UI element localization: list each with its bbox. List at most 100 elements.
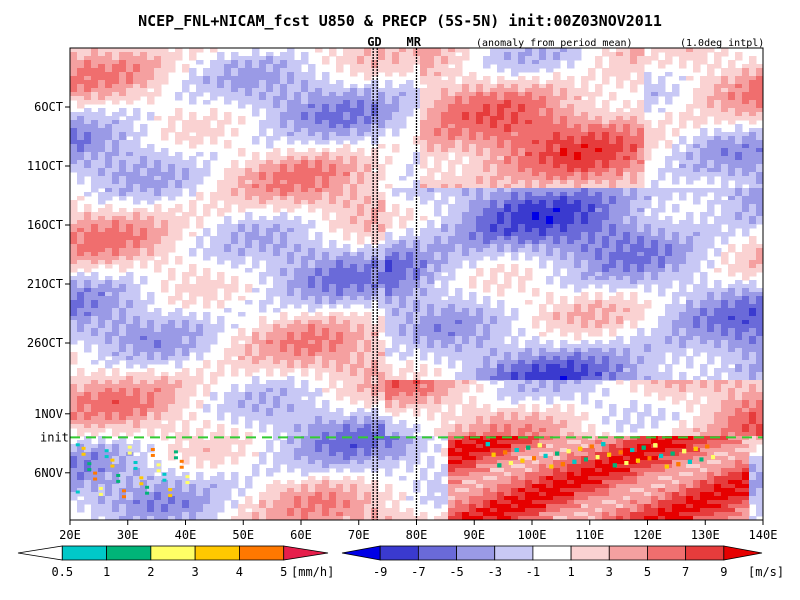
- wind-cell: [609, 244, 617, 249]
- wind-cell: [427, 300, 435, 305]
- wind-cell: [476, 84, 484, 89]
- wind-cell: [581, 236, 589, 241]
- wind-cell: [91, 136, 99, 141]
- wind-cell: [616, 76, 624, 81]
- wind-cell: [210, 96, 218, 101]
- wind-cell: [623, 112, 631, 117]
- wind-cell: [441, 108, 449, 113]
- wind-cell: [385, 160, 393, 165]
- wind-cell: [462, 152, 470, 157]
- wind-cell: [112, 180, 120, 185]
- wind-cell: [273, 264, 281, 269]
- wind-cell: [84, 72, 92, 77]
- wind-cell: [490, 228, 498, 233]
- wind-cell: [427, 136, 435, 141]
- wind-cell: [420, 256, 428, 261]
- wind-cell: [707, 180, 715, 185]
- wind-cell: [238, 200, 246, 205]
- wind-cell: [364, 112, 372, 117]
- wind-cell: [686, 240, 694, 245]
- wind-cell: [602, 104, 610, 109]
- wind-cell: [728, 300, 736, 305]
- wind-cell: [420, 288, 428, 293]
- wind-cell: [455, 136, 463, 141]
- wind-cell: [609, 272, 617, 277]
- wind-cell: [294, 304, 302, 309]
- wind-cell: [630, 88, 638, 93]
- wind-cell: [546, 188, 554, 193]
- wind-cell: [147, 220, 155, 225]
- wind-cell: [672, 128, 680, 133]
- wind-cell: [329, 168, 337, 173]
- wind-cell: [504, 64, 512, 69]
- wind-cell: [119, 260, 127, 265]
- wind-cell: [637, 168, 645, 173]
- wind-cell: [735, 92, 743, 97]
- wind-cell: [343, 96, 351, 101]
- wind-cell: [112, 132, 120, 137]
- wind-cell: [504, 244, 512, 249]
- wind-cell: [147, 300, 155, 305]
- wind-cell: [686, 108, 694, 113]
- wind-cell: [441, 48, 449, 53]
- wind-cell: [686, 56, 694, 61]
- wind-cell: [133, 84, 141, 89]
- wind-cell: [182, 124, 190, 129]
- wind-cell: [665, 260, 673, 265]
- wind-cell: [735, 88, 743, 93]
- wind-cell: [665, 304, 673, 309]
- wind-cell: [133, 256, 141, 261]
- wind-cell: [287, 128, 295, 133]
- wind-cell: [427, 104, 435, 109]
- wind-cell: [147, 76, 155, 81]
- wind-cell: [728, 168, 736, 173]
- wind-cell: [133, 216, 141, 221]
- wind-cell: [105, 296, 113, 301]
- wind-cell: [623, 188, 631, 193]
- wind-cell: [693, 244, 701, 249]
- wind-cell: [630, 180, 638, 185]
- wind-cell: [497, 168, 505, 173]
- wind-cell: [126, 176, 134, 181]
- wind-cell: [371, 240, 379, 245]
- wind-cell: [196, 224, 204, 229]
- wind-cell: [357, 296, 365, 301]
- wind-cell: [455, 292, 463, 297]
- wind-cell: [105, 80, 113, 85]
- wind-cell: [560, 52, 568, 57]
- wind-cell: [266, 152, 274, 157]
- wind-cell: [749, 104, 757, 109]
- wind-cell: [77, 84, 85, 89]
- wind-cell: [259, 236, 267, 241]
- wind-cell: [504, 200, 512, 205]
- wind-cell: [343, 196, 351, 201]
- wind-cell: [420, 60, 428, 65]
- wind-cell: [455, 236, 463, 241]
- wind-cell: [546, 204, 554, 209]
- wind-cell: [581, 256, 589, 261]
- wind-cell: [168, 168, 176, 173]
- wind-cell: [350, 108, 358, 113]
- wind-cell: [434, 140, 442, 145]
- wind-cell: [560, 184, 568, 189]
- wind-cell: [595, 304, 603, 309]
- wind-cell: [742, 116, 750, 121]
- wind-cell: [378, 244, 386, 249]
- wind-cell: [623, 244, 631, 249]
- wind-cell: [343, 292, 351, 297]
- wind-cell: [301, 52, 309, 57]
- wind-cell: [154, 88, 162, 93]
- wind-cell: [721, 140, 729, 145]
- wind-cell: [637, 164, 645, 169]
- wind-cell: [210, 244, 218, 249]
- wind-cell: [168, 220, 176, 225]
- wind-cell: [287, 104, 295, 109]
- wind-cell: [350, 136, 358, 141]
- wind-cell: [77, 168, 85, 173]
- wind-cell: [259, 252, 267, 257]
- wind-cell: [364, 164, 372, 169]
- wind-cell: [518, 164, 526, 169]
- wind-cell: [392, 100, 400, 105]
- wind-cell: [679, 260, 687, 265]
- wind-cell: [749, 188, 757, 193]
